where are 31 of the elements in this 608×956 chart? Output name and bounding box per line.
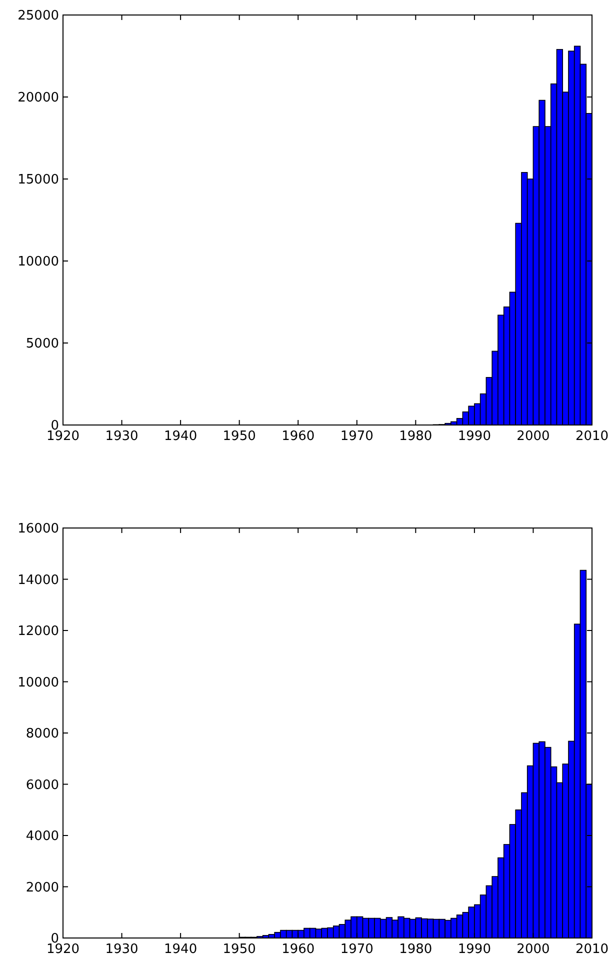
x-tick-label: 1950 [222, 942, 256, 956]
x-tick-label: 1930 [105, 942, 138, 956]
x-tick-label: 2000 [516, 942, 550, 956]
y-tick-label: 2000 [26, 880, 59, 896]
x-tick-label: 1970 [340, 429, 374, 444]
y-tick-label: 10000 [18, 675, 59, 690]
x-tick-label: 1930 [105, 429, 138, 444]
y-tick-label: 5000 [26, 336, 59, 352]
x-tick-label: 2010 [575, 942, 608, 956]
x-tick-label: 1970 [340, 942, 374, 956]
y-tick-label: 20000 [18, 90, 59, 106]
y-tick-label: 10000 [18, 254, 59, 270]
x-tick-label: 1980 [399, 429, 432, 444]
y-tick-label: 6000 [26, 778, 59, 793]
x-tick-label: 1940 [164, 429, 198, 444]
x-tick-label: 1990 [458, 942, 491, 956]
x-tick-label: 1980 [399, 942, 432, 956]
y-tick-label: 8000 [26, 726, 59, 742]
x-tick-label: 1960 [282, 429, 315, 444]
x-tick-label: 1940 [164, 942, 198, 956]
y-tick-label: 14000 [18, 572, 59, 588]
x-tick-label: 2010 [575, 429, 608, 444]
y-tick-label: 16000 [18, 522, 59, 537]
x-tick-label: 2000 [516, 429, 550, 444]
y-tick-label: 25000 [18, 8, 59, 24]
x-tick-label: 1960 [282, 942, 315, 956]
x-tick-label: 1990 [458, 429, 491, 444]
y-tick-label: 15000 [18, 172, 59, 188]
y-tick-label: 4000 [26, 829, 59, 844]
x-tick-label: 1950 [222, 429, 256, 444]
y-tick-label: 12000 [18, 624, 59, 640]
